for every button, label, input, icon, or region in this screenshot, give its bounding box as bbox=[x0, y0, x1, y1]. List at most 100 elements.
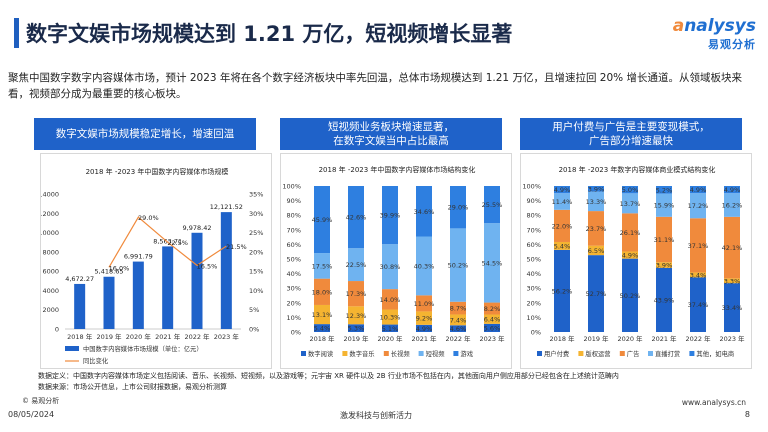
y-right-tick-label: 35% bbox=[249, 191, 263, 199]
stacked-bar-segment bbox=[348, 306, 364, 325]
chart-title: 2018 年 -2023 年中国数字内容媒体市场规模 bbox=[86, 167, 229, 176]
stacked-bar-segment bbox=[416, 311, 432, 325]
y-tick-label: 100% bbox=[522, 183, 541, 191]
data-source: 数据来源：市场公开信息，上市公司财报数据，易观分析测算 bbox=[38, 383, 227, 391]
segment-value-label: 14.0% bbox=[380, 296, 401, 304]
page-number: 8 bbox=[744, 410, 750, 419]
stacked-bar-segment bbox=[554, 193, 570, 210]
stacked-bar-segment bbox=[484, 314, 500, 324]
stacked-bar-segment bbox=[622, 213, 638, 252]
stacked-bar-segment bbox=[314, 324, 330, 332]
segment-value-label: 37.4% bbox=[688, 301, 709, 309]
stacked-bar-segment bbox=[588, 211, 604, 246]
legend-label: 中国数字内容媒体市场规模（单位：亿元） bbox=[83, 344, 203, 353]
y-tick-label: 60% bbox=[527, 241, 541, 249]
legend-swatch bbox=[648, 351, 653, 356]
x-tick-label: 2020 年 bbox=[617, 334, 643, 343]
stacked-bar-segment bbox=[588, 245, 604, 256]
y-tick-label: 90% bbox=[287, 197, 301, 205]
segment-value-label: 17.5% bbox=[312, 262, 333, 270]
stacked-bar-segment bbox=[622, 193, 638, 214]
x-tick-label: 2022 年 bbox=[445, 334, 471, 343]
stacked-bar-segment bbox=[314, 186, 330, 254]
data-definition: 数据定义：中国数字内容媒体市场定义包括阅读、音乐、长视频、短视频，以及游戏等；元… bbox=[38, 372, 619, 380]
segment-value-label: 42.1% bbox=[722, 244, 743, 252]
stacked-bar-segment bbox=[554, 209, 570, 242]
segment-value-label: 43.9% bbox=[654, 296, 675, 304]
bar-value-label: 5,418.65 bbox=[95, 268, 124, 276]
stacked-bar-segment bbox=[484, 186, 500, 224]
segment-value-label: 3.9% bbox=[656, 262, 673, 270]
segment-value-label: 26.1% bbox=[620, 229, 641, 237]
segment-value-label: 52.7% bbox=[586, 290, 607, 298]
bar-value-label: 12,121.52 bbox=[210, 203, 243, 211]
segment-value-label: 6.5% bbox=[588, 247, 605, 255]
legend-swatch-bar bbox=[65, 346, 79, 351]
logo: analysys 易观分析 bbox=[673, 16, 756, 52]
panel-structure: 2018 年 -2023 年中国数字内容媒体市场结构变化 0% 10% 20% 30% 4… bbox=[280, 153, 512, 369]
stacked-bar-segment bbox=[450, 228, 466, 302]
segment-value-label: 5.2% bbox=[656, 186, 673, 194]
bar bbox=[220, 212, 232, 329]
y-left-tick-label: 12000 bbox=[41, 210, 59, 218]
stacked-bar-segment bbox=[484, 223, 500, 303]
segment-value-label: 29.0% bbox=[448, 204, 469, 212]
legend-label: 版权运营 bbox=[585, 349, 610, 358]
y-right-tick-label: 30% bbox=[249, 210, 263, 218]
segment-value-label: 37.1% bbox=[688, 242, 709, 250]
line-value-label: 16.5% bbox=[197, 262, 218, 270]
segment-value-label: 4.9% bbox=[690, 186, 707, 194]
x-tick-label: 2022 年 bbox=[184, 332, 210, 341]
stacked-bar-segment bbox=[554, 249, 570, 332]
legend-swatch bbox=[383, 351, 389, 356]
x-tick-label: 2023 年 bbox=[214, 332, 240, 341]
stacked-bar-segment bbox=[382, 244, 398, 290]
y-tick-label: 80% bbox=[287, 212, 301, 220]
segment-value-label: 22.0% bbox=[552, 222, 573, 230]
segment-value-label: 9.2% bbox=[416, 315, 433, 323]
segment-value-label: 4.9% bbox=[416, 325, 433, 333]
y-left-tick-label: 4000 bbox=[42, 287, 59, 295]
stacked-bar-segment bbox=[450, 186, 466, 229]
segment-value-label: 5.3% bbox=[348, 325, 365, 333]
segment-value-label: 56.2% bbox=[552, 287, 573, 295]
stacked-bar-segment bbox=[382, 289, 398, 310]
segment-value-label: 5.0% bbox=[622, 186, 639, 194]
legend-label: 其他，如电商 bbox=[696, 349, 734, 358]
footer-tagline: 激发科技与创新活力 bbox=[340, 411, 412, 420]
stacked-bar-segment bbox=[724, 283, 740, 332]
stacked-bar-segment bbox=[656, 262, 672, 268]
segment-value-label: 31.1% bbox=[654, 236, 675, 244]
segment-value-label: 13.7% bbox=[620, 200, 641, 208]
panel-header-text: 数字文娱市场规模稳定增长，增速回温 bbox=[55, 128, 235, 140]
x-tick-label: 2020 年 bbox=[377, 334, 403, 343]
segment-value-label: 15.9% bbox=[654, 202, 675, 210]
y-tick-label: 30% bbox=[527, 285, 541, 293]
legend-swatch bbox=[689, 351, 695, 356]
y-right-tick-label: 25% bbox=[249, 229, 263, 237]
stacked-bar-segment bbox=[656, 216, 672, 263]
stacked-bar-segment bbox=[622, 258, 638, 332]
stacked-bar-segment bbox=[314, 304, 330, 325]
segment-value-label: 42.6% bbox=[346, 214, 367, 222]
legend-swatch bbox=[537, 351, 542, 356]
business-model-chart: 2018 年 -2023 年数字内容媒体商业模式结构变化 0% 10% 20% 30% 4… bbox=[522, 165, 745, 358]
panel-header-text: 广告部分增速最快 bbox=[589, 135, 673, 147]
legend-label: 用户付费 bbox=[544, 349, 569, 358]
x-tick-label: 2021 年 bbox=[411, 334, 437, 343]
x-tick-label: 2019 年 bbox=[343, 334, 369, 343]
segment-value-label: 18.0% bbox=[312, 288, 333, 296]
x-tick-label: 2020 年 bbox=[126, 332, 152, 341]
stacked-bar-segment bbox=[348, 186, 364, 249]
x-tick-label: 2021 年 bbox=[155, 332, 181, 341]
segment-value-label: 11.0% bbox=[414, 300, 435, 308]
stacked-bar-segment bbox=[656, 267, 672, 332]
chart-title: 2018 年 -2023 年数字内容媒体商业模式结构变化 bbox=[559, 165, 716, 174]
bar bbox=[132, 261, 144, 329]
footer-url[interactable]: www.analysys.cn bbox=[681, 398, 746, 407]
panel-header-market-size: 数字文娱市场规模稳定增长，增速回温 bbox=[34, 118, 256, 150]
legend-swatch bbox=[578, 351, 584, 356]
stacked-bar-segment bbox=[724, 278, 740, 284]
y-tick-label: 10% bbox=[527, 314, 541, 322]
stacked-bar-segment bbox=[724, 216, 740, 279]
